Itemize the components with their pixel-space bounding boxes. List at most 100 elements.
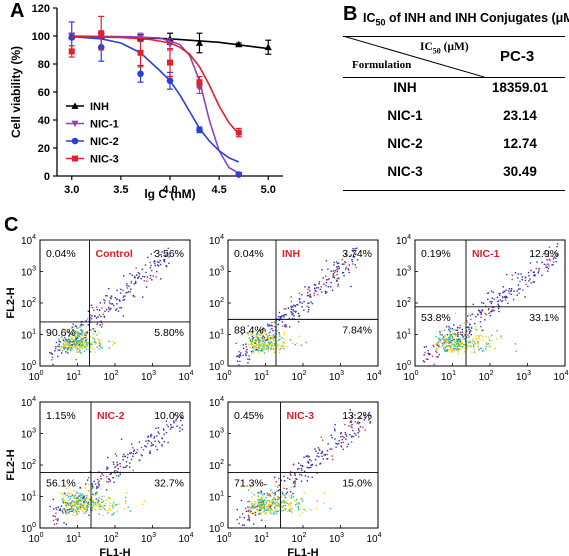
event-dot [124, 295, 126, 297]
event-dot [269, 495, 272, 497]
quadrant-upper-left: 0.45% [234, 410, 264, 422]
legend-label: INH [90, 101, 109, 113]
event-dot [261, 504, 263, 507]
event-dot [345, 438, 347, 440]
event-dot [131, 274, 133, 276]
event-dot [63, 336, 66, 339]
event-dot [443, 334, 446, 337]
event-dot [289, 509, 291, 512]
header-ic50: IC50 (μM) [420, 41, 469, 56]
event-dot [259, 344, 262, 347]
event-dot [259, 334, 261, 336]
event-dot [263, 343, 266, 345]
event-dot [81, 496, 83, 498]
event-dot [261, 332, 263, 335]
event-dot [143, 280, 145, 282]
event-dot [84, 333, 86, 335]
event-dot [440, 342, 442, 344]
event-dot [283, 338, 285, 340]
quadrant-lower-left: 71.3% [234, 478, 264, 490]
tick-base: 10 [403, 372, 415, 383]
event-dot [446, 334, 449, 336]
event-dot [146, 276, 149, 278]
event-dot [74, 346, 76, 349]
event-dot [499, 294, 501, 297]
event-dot [85, 509, 87, 511]
event-dot [84, 494, 86, 496]
event-dot [239, 516, 241, 518]
event-dot [345, 266, 348, 269]
event-dot [438, 344, 440, 346]
event-dot [516, 294, 518, 296]
event-dot [261, 346, 264, 348]
event-dot [268, 342, 270, 344]
event-dot [457, 342, 460, 344]
event-dot [255, 333, 257, 335]
event-dot [249, 339, 252, 341]
event-dot [75, 338, 77, 341]
event-dot [307, 466, 310, 469]
event-dot [351, 426, 353, 429]
event-dot [94, 343, 96, 345]
sample-label: NIC-2 [97, 410, 125, 422]
event-dot [243, 517, 245, 519]
event-dot [491, 334, 493, 337]
event-dot [83, 508, 85, 510]
event-dot [519, 288, 521, 290]
event-dot [477, 340, 479, 343]
event-dot [81, 333, 83, 336]
event-dot [269, 505, 272, 507]
y-tick-label: 104 [209, 396, 224, 409]
event-dot [166, 424, 168, 426]
event-dot [445, 338, 447, 340]
event-dot [143, 276, 146, 278]
event-dot [330, 270, 332, 272]
event-dot [58, 345, 61, 348]
event-dot [498, 292, 500, 295]
event-dot [290, 311, 292, 313]
event-dot [98, 331, 100, 334]
event-dot [481, 350, 484, 353]
event-dot [427, 353, 430, 356]
event-dot [90, 503, 93, 506]
event-dot [103, 508, 105, 510]
event-dot [308, 286, 310, 288]
event-dot [141, 454, 143, 457]
event-dot [85, 512, 87, 514]
event-dot [306, 455, 309, 457]
event-dot [550, 255, 552, 257]
event-dot [98, 513, 100, 515]
event-dot [454, 345, 456, 347]
event-dot [303, 470, 306, 472]
event-dot [67, 338, 70, 340]
event-dot [248, 337, 251, 339]
event-dot [98, 485, 100, 487]
event-dot [348, 271, 350, 274]
event-dot [150, 434, 152, 437]
event-dot [283, 500, 285, 502]
event-dot [338, 277, 340, 280]
event-dot [95, 504, 97, 507]
event-dot [70, 348, 72, 351]
event-dot [308, 455, 310, 458]
event-dot [500, 335, 502, 337]
event-dot [449, 341, 451, 344]
event-dot [333, 271, 336, 273]
event-dot [132, 447, 134, 449]
event-dot [437, 343, 439, 345]
event-dot [301, 512, 303, 514]
event-dot [468, 334, 470, 337]
event-dot [264, 332, 266, 334]
event-dot [457, 343, 459, 345]
event-dot [266, 509, 268, 511]
event-dot [180, 419, 182, 422]
event-dot [461, 328, 463, 331]
event-dot [271, 327, 273, 330]
event-dot [165, 265, 167, 267]
event-dot [506, 273, 508, 276]
event-dot [281, 500, 283, 503]
y-axis-label: FL2-H [5, 287, 17, 318]
event-dot [103, 299, 105, 301]
event-dot [290, 511, 293, 513]
